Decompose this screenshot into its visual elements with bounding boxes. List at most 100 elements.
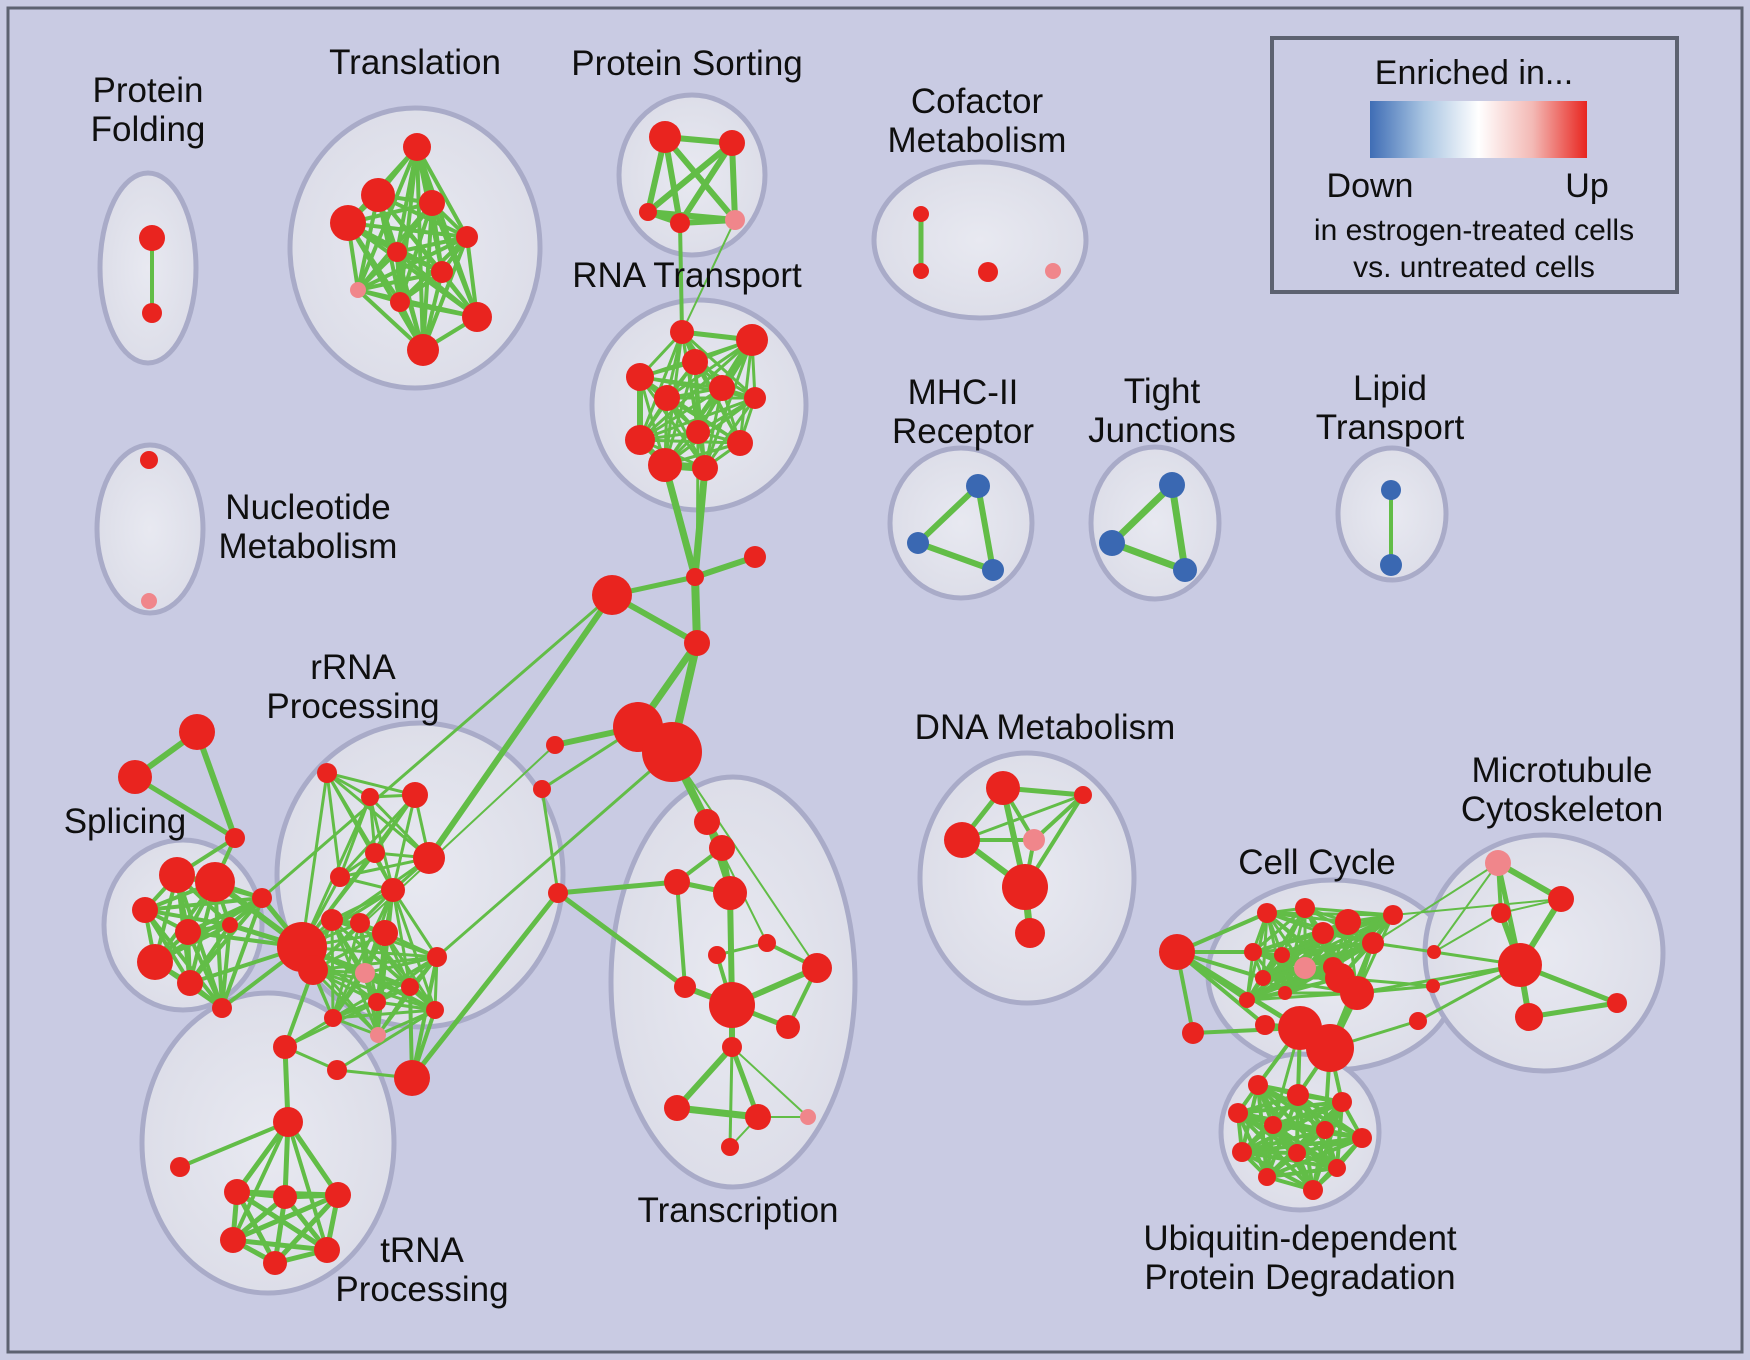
node xyxy=(1548,886,1574,912)
edge xyxy=(661,461,699,581)
legend-subtitle-line2: vs. untreated cells xyxy=(1353,251,1595,284)
node xyxy=(355,963,375,983)
edge xyxy=(677,140,735,226)
node xyxy=(394,1060,430,1096)
cluster-label-trna-processing: tRNA xyxy=(380,1231,464,1270)
node xyxy=(1239,992,1255,1008)
edge xyxy=(1261,913,1395,980)
edge xyxy=(346,221,425,352)
node xyxy=(709,982,755,1028)
edge xyxy=(638,386,724,442)
edge xyxy=(395,235,469,254)
node xyxy=(913,263,929,279)
node xyxy=(913,206,929,222)
node xyxy=(141,593,157,609)
cluster-label-protein-folding: Protein xyxy=(93,71,204,110)
cluster-label-ubiquitin-dependent-protein-degradation: Protein Degradation xyxy=(1144,1258,1455,1297)
node xyxy=(1312,922,1334,944)
legend-up-label: Up xyxy=(1565,167,1608,205)
node xyxy=(719,130,745,156)
cluster-label-lipid-transport: Lipid xyxy=(1353,369,1427,408)
cluster-label-trna-processing: Processing xyxy=(335,1270,508,1309)
edge xyxy=(363,955,439,975)
node xyxy=(1015,918,1045,948)
edge xyxy=(674,1044,735,1111)
edge xyxy=(1168,481,1189,574)
cluster-ellipse-microtubule-cytoskeleton xyxy=(1422,832,1666,1074)
node xyxy=(670,213,690,233)
edge xyxy=(376,985,412,1037)
edge xyxy=(391,888,412,989)
edge xyxy=(376,931,387,1037)
edge xyxy=(430,201,479,319)
cluster-label-nucleotide-metabolism: Metabolism xyxy=(219,527,398,566)
node xyxy=(140,451,158,469)
edge xyxy=(331,921,362,1020)
node xyxy=(195,862,235,902)
node xyxy=(1498,943,1542,987)
cluster-label-rrna-processing: Processing xyxy=(266,687,439,726)
node xyxy=(546,736,564,754)
node xyxy=(1248,1075,1268,1095)
edge xyxy=(1251,906,1307,954)
node xyxy=(370,1027,386,1043)
node xyxy=(639,203,657,221)
cluster-label-splicing: Splicing xyxy=(64,802,187,841)
node xyxy=(1340,976,1374,1010)
node xyxy=(1255,970,1271,986)
cluster-label-transcription: Transcription xyxy=(638,1191,839,1230)
node xyxy=(1427,945,1441,959)
node xyxy=(722,1037,742,1057)
legend-subtitle-line1: in estrogen-treated cells xyxy=(1314,214,1634,247)
edge xyxy=(662,134,738,223)
node xyxy=(684,630,710,656)
edge xyxy=(435,750,674,959)
node xyxy=(273,1035,297,1059)
edge xyxy=(1245,991,1359,1002)
edge xyxy=(272,1192,341,1266)
edge xyxy=(1283,913,1395,995)
node xyxy=(1335,909,1361,935)
legend-down-label: Down xyxy=(1327,167,1414,205)
edge xyxy=(1245,913,1395,1002)
node xyxy=(1409,1012,1427,1030)
node xyxy=(686,568,704,586)
cluster-label-microtubule-cytoskeleton: Microtubule xyxy=(1472,751,1653,790)
edge xyxy=(260,593,614,900)
node xyxy=(1258,1168,1276,1186)
node xyxy=(674,976,696,998)
node xyxy=(263,1251,287,1275)
cluster-label-cofactor-metabolism: Metabolism xyxy=(888,121,1067,160)
cluster-ellipse-cofactor-metabolism xyxy=(871,159,1089,321)
node xyxy=(654,385,680,411)
edge xyxy=(153,896,264,964)
edge xyxy=(1108,481,1176,547)
edge xyxy=(1174,949,1303,1031)
node xyxy=(350,913,370,933)
node xyxy=(721,1138,739,1156)
edge xyxy=(678,221,684,334)
node xyxy=(361,178,395,212)
node xyxy=(978,262,998,282)
edge xyxy=(1433,912,1502,953)
node xyxy=(225,828,245,848)
node xyxy=(1287,1084,1309,1106)
edge xyxy=(178,1120,290,1169)
node xyxy=(1264,1116,1282,1134)
node xyxy=(273,1107,303,1137)
node xyxy=(1383,905,1403,925)
node xyxy=(456,226,478,248)
edge xyxy=(673,1104,762,1121)
node xyxy=(648,448,682,482)
node xyxy=(664,1095,690,1121)
node xyxy=(224,1179,250,1205)
edge xyxy=(188,896,264,985)
node xyxy=(907,532,929,554)
node xyxy=(592,575,632,615)
edge xyxy=(346,221,469,239)
node xyxy=(368,993,386,1011)
cluster-label-nucleotide-metabolism: Nucleotide xyxy=(225,488,390,527)
node xyxy=(325,1182,351,1208)
node xyxy=(944,822,980,858)
